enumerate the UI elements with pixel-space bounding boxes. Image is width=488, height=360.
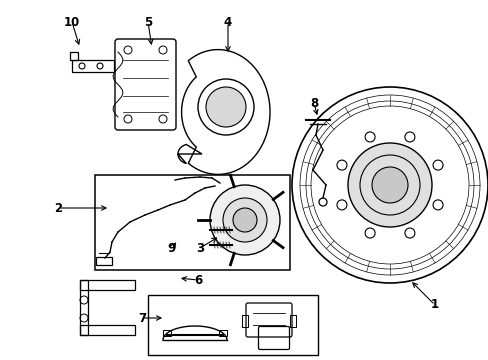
Bar	[70, 52, 78, 60]
Bar	[80, 325, 135, 335]
Circle shape	[232, 208, 257, 232]
Text: 10: 10	[64, 15, 80, 28]
Text: 9: 9	[167, 242, 176, 255]
Text: 7: 7	[138, 311, 146, 324]
Bar	[95, 175, 289, 270]
Bar	[242, 315, 247, 327]
Circle shape	[371, 167, 407, 203]
Bar	[163, 330, 171, 336]
Bar	[289, 315, 295, 327]
Text: 6: 6	[193, 274, 202, 287]
Circle shape	[228, 227, 235, 233]
Circle shape	[228, 242, 235, 248]
Circle shape	[205, 87, 245, 127]
Text: 8: 8	[309, 96, 318, 109]
Bar	[72, 60, 114, 72]
Bar	[219, 330, 226, 336]
Text: 1: 1	[430, 298, 438, 311]
Text: 2: 2	[54, 202, 62, 215]
Bar	[80, 280, 135, 290]
Bar	[96, 257, 112, 265]
Circle shape	[347, 143, 431, 227]
Circle shape	[209, 185, 280, 255]
Text: 5: 5	[143, 15, 152, 28]
Bar	[80, 280, 88, 335]
Text: 3: 3	[196, 242, 203, 255]
Circle shape	[223, 198, 266, 242]
Bar	[148, 295, 317, 355]
Text: 4: 4	[224, 15, 232, 28]
